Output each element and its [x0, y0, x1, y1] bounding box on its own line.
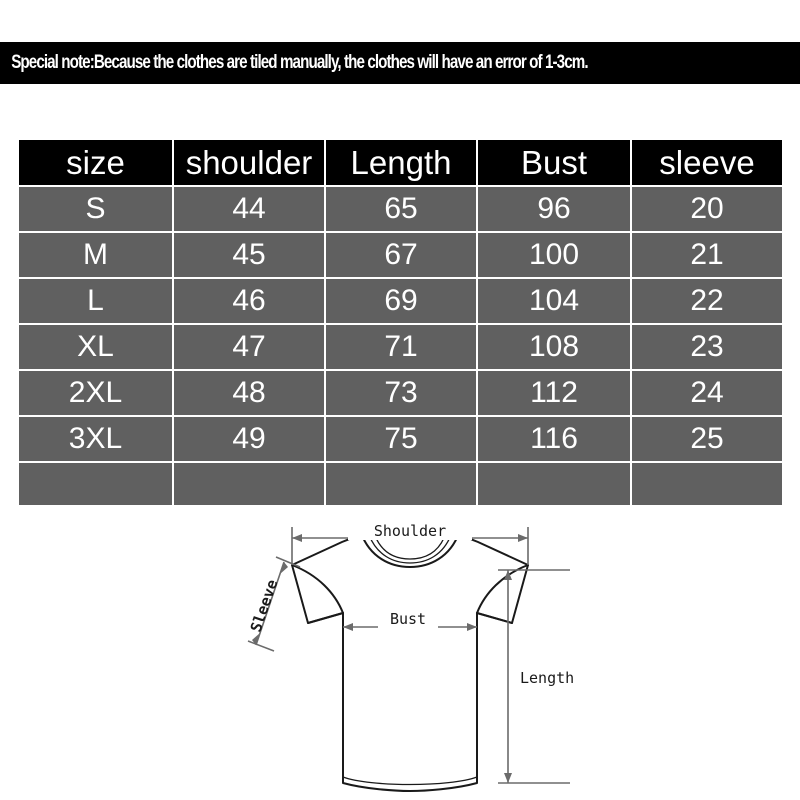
special-note-banner: Special note:Because the clothes are til… [0, 42, 800, 84]
table-row: XL 47 71 108 23 [19, 325, 782, 369]
cell-length: 65 [326, 187, 476, 231]
cell-shoulder: 48 [174, 371, 324, 415]
cell-size: 2XL [19, 371, 172, 415]
table-row: 2XL 48 73 112 24 [19, 371, 782, 415]
cell-length: 75 [326, 417, 476, 461]
cell-sleeve: 24 [632, 371, 782, 415]
cell-size: 3XL [19, 417, 172, 461]
special-note-text: Special note:Because the clothes are til… [11, 52, 588, 73]
tshirt-measurement-diagram: Shoulder Bust Length Sleeve [230, 505, 590, 800]
tshirt-collar-outer [360, 532, 460, 568]
cell-length: 71 [326, 325, 476, 369]
cell-length: 73 [326, 371, 476, 415]
bust-label: Bust [390, 610, 426, 628]
cell-sleeve [632, 463, 782, 505]
cell-bust: 96 [478, 187, 630, 231]
cell-size [19, 463, 172, 505]
table-row: L 46 69 104 22 [19, 279, 782, 323]
cell-bust [478, 463, 630, 505]
table-row-empty [19, 463, 782, 505]
cell-length: 67 [326, 233, 476, 277]
cell-sleeve: 23 [632, 325, 782, 369]
tshirt-left-cuff [307, 612, 344, 624]
sleeve-dim-line [255, 561, 285, 646]
size-table-body: S 44 65 96 20 M 45 67 100 21 L 46 69 104… [19, 187, 782, 505]
cell-shoulder: 45 [174, 233, 324, 277]
cell-shoulder: 46 [174, 279, 324, 323]
cell-shoulder: 49 [174, 417, 324, 461]
column-header-size: size [19, 140, 172, 185]
shoulder-label: Shoulder [374, 522, 446, 540]
cell-length: 69 [326, 279, 476, 323]
cell-bust: 100 [478, 233, 630, 277]
column-header-shoulder: shoulder [174, 140, 324, 185]
column-header-bust: Bust [478, 140, 630, 185]
cell-bust: 108 [478, 325, 630, 369]
tshirt-right-cuff [476, 612, 513, 624]
cell-sleeve: 22 [632, 279, 782, 323]
table-row: M 45 67 100 21 [19, 233, 782, 277]
sleeve-label: Sleeve [247, 577, 282, 634]
cell-bust: 116 [478, 417, 630, 461]
table-row: S 44 65 96 20 [19, 187, 782, 231]
tshirt-left-armhole [291, 564, 344, 614]
cell-size: S [19, 187, 172, 231]
sleeve-ext-bottom [247, 640, 275, 652]
cell-shoulder [174, 463, 324, 505]
cell-size: M [19, 233, 172, 277]
cell-bust: 104 [478, 279, 630, 323]
table-header-row: size shoulder Length Bust sleeve [19, 140, 782, 185]
tshirt-body-outline [291, 528, 529, 792]
cell-length [326, 463, 476, 505]
cell-sleeve: 21 [632, 233, 782, 277]
cell-sleeve: 25 [632, 417, 782, 461]
cell-sleeve: 20 [632, 187, 782, 231]
tshirt-right-armhole [476, 564, 529, 614]
table-row: 3XL 49 75 116 25 [19, 417, 782, 461]
dimension-arrowheads [252, 534, 528, 783]
length-label: Length [520, 669, 574, 687]
sleeve-ext-top [275, 556, 301, 568]
tshirt-collar-inner [368, 534, 452, 564]
cell-shoulder: 47 [174, 325, 324, 369]
size-table-head: size shoulder Length Bust sleeve [19, 140, 782, 185]
cell-size: L [19, 279, 172, 323]
tshirt-hem-curve [342, 776, 478, 786]
cell-shoulder: 44 [174, 187, 324, 231]
size-table: size shoulder Length Bust sleeve S 44 65… [17, 138, 784, 507]
cell-size: XL [19, 325, 172, 369]
column-header-length: Length [326, 140, 476, 185]
tshirt-collar-inner2 [375, 537, 445, 560]
column-header-sleeve: sleeve [632, 140, 782, 185]
cell-bust: 112 [478, 371, 630, 415]
